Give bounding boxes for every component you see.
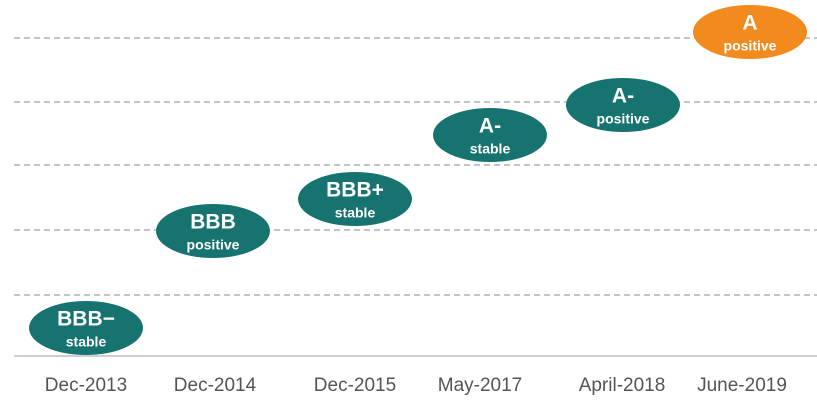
date-label: Dec-2015 xyxy=(314,375,396,396)
outlook: positive xyxy=(597,111,650,127)
outlook: stable xyxy=(66,334,107,350)
date-label: Dec-2013 xyxy=(45,375,127,396)
rating-bubble xyxy=(433,108,547,162)
rating: BBB+ xyxy=(326,179,384,202)
date-label: May-2017 xyxy=(438,375,523,396)
rating-bubble xyxy=(29,301,143,355)
outlook: positive xyxy=(724,38,777,54)
rating-bubble xyxy=(693,5,807,59)
rating: BBB xyxy=(190,211,236,234)
rating-bubble xyxy=(566,78,680,132)
rating: A- xyxy=(479,115,501,138)
date-label: April-2018 xyxy=(579,375,666,396)
date-label: Dec-2014 xyxy=(174,375,257,396)
rating-bubble xyxy=(298,172,412,226)
outlook: stable xyxy=(470,141,511,157)
outlook: positive xyxy=(187,237,240,253)
rating: A xyxy=(742,12,757,35)
date-label: June-2019 xyxy=(697,375,787,396)
rating: BBB− xyxy=(57,308,115,331)
rating: A- xyxy=(612,85,634,108)
rating-bubble xyxy=(156,204,270,258)
outlook: stable xyxy=(335,205,376,221)
